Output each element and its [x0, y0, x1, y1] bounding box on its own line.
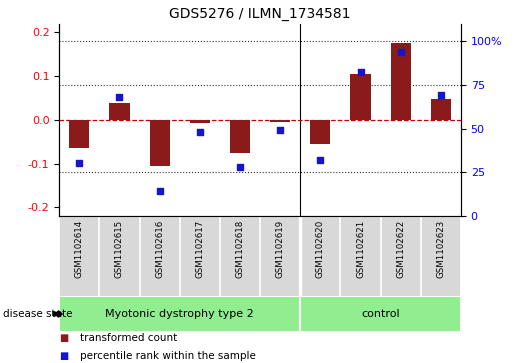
Point [115, 94, 124, 100]
Point [75, 160, 83, 166]
Bar [270, 120, 290, 122]
Text: GSM1102622: GSM1102622 [396, 220, 405, 278]
Point [156, 188, 164, 193]
Text: GSM1102618: GSM1102618 [235, 220, 245, 278]
Bar [149, 120, 169, 166]
Bar [310, 120, 330, 144]
Text: disease state: disease state [3, 309, 72, 319]
Text: GSM1102623: GSM1102623 [436, 220, 445, 278]
Title: GDS5276 / ILMN_1734581: GDS5276 / ILMN_1734581 [169, 7, 351, 21]
Text: ■: ■ [59, 333, 68, 343]
Text: GSM1102619: GSM1102619 [276, 220, 285, 278]
Text: percentile rank within the sample: percentile rank within the sample [80, 351, 256, 361]
Text: GSM1102614: GSM1102614 [75, 220, 84, 278]
Text: GSM1102616: GSM1102616 [155, 220, 164, 278]
Point [316, 157, 324, 163]
Bar [109, 103, 129, 120]
Text: ■: ■ [59, 351, 68, 361]
Text: Myotonic dystrophy type 2: Myotonic dystrophy type 2 [106, 309, 254, 319]
Text: GSM1102615: GSM1102615 [115, 220, 124, 278]
Bar [431, 99, 451, 120]
Text: control: control [362, 309, 400, 319]
Point [196, 129, 204, 135]
Bar [190, 120, 210, 123]
Point [236, 164, 244, 170]
Bar [300, 296, 461, 332]
Text: GSM1102621: GSM1102621 [356, 220, 365, 278]
Text: GSM1102617: GSM1102617 [195, 220, 204, 278]
Bar [230, 120, 250, 152]
Point [397, 49, 405, 55]
Point [437, 93, 445, 98]
Point [276, 127, 284, 133]
Bar [59, 296, 300, 332]
Text: transformed count: transformed count [80, 333, 177, 343]
Bar [350, 74, 370, 120]
Point [356, 69, 365, 74]
Bar [390, 43, 410, 120]
Bar [69, 120, 89, 148]
Text: GSM1102620: GSM1102620 [316, 220, 325, 278]
